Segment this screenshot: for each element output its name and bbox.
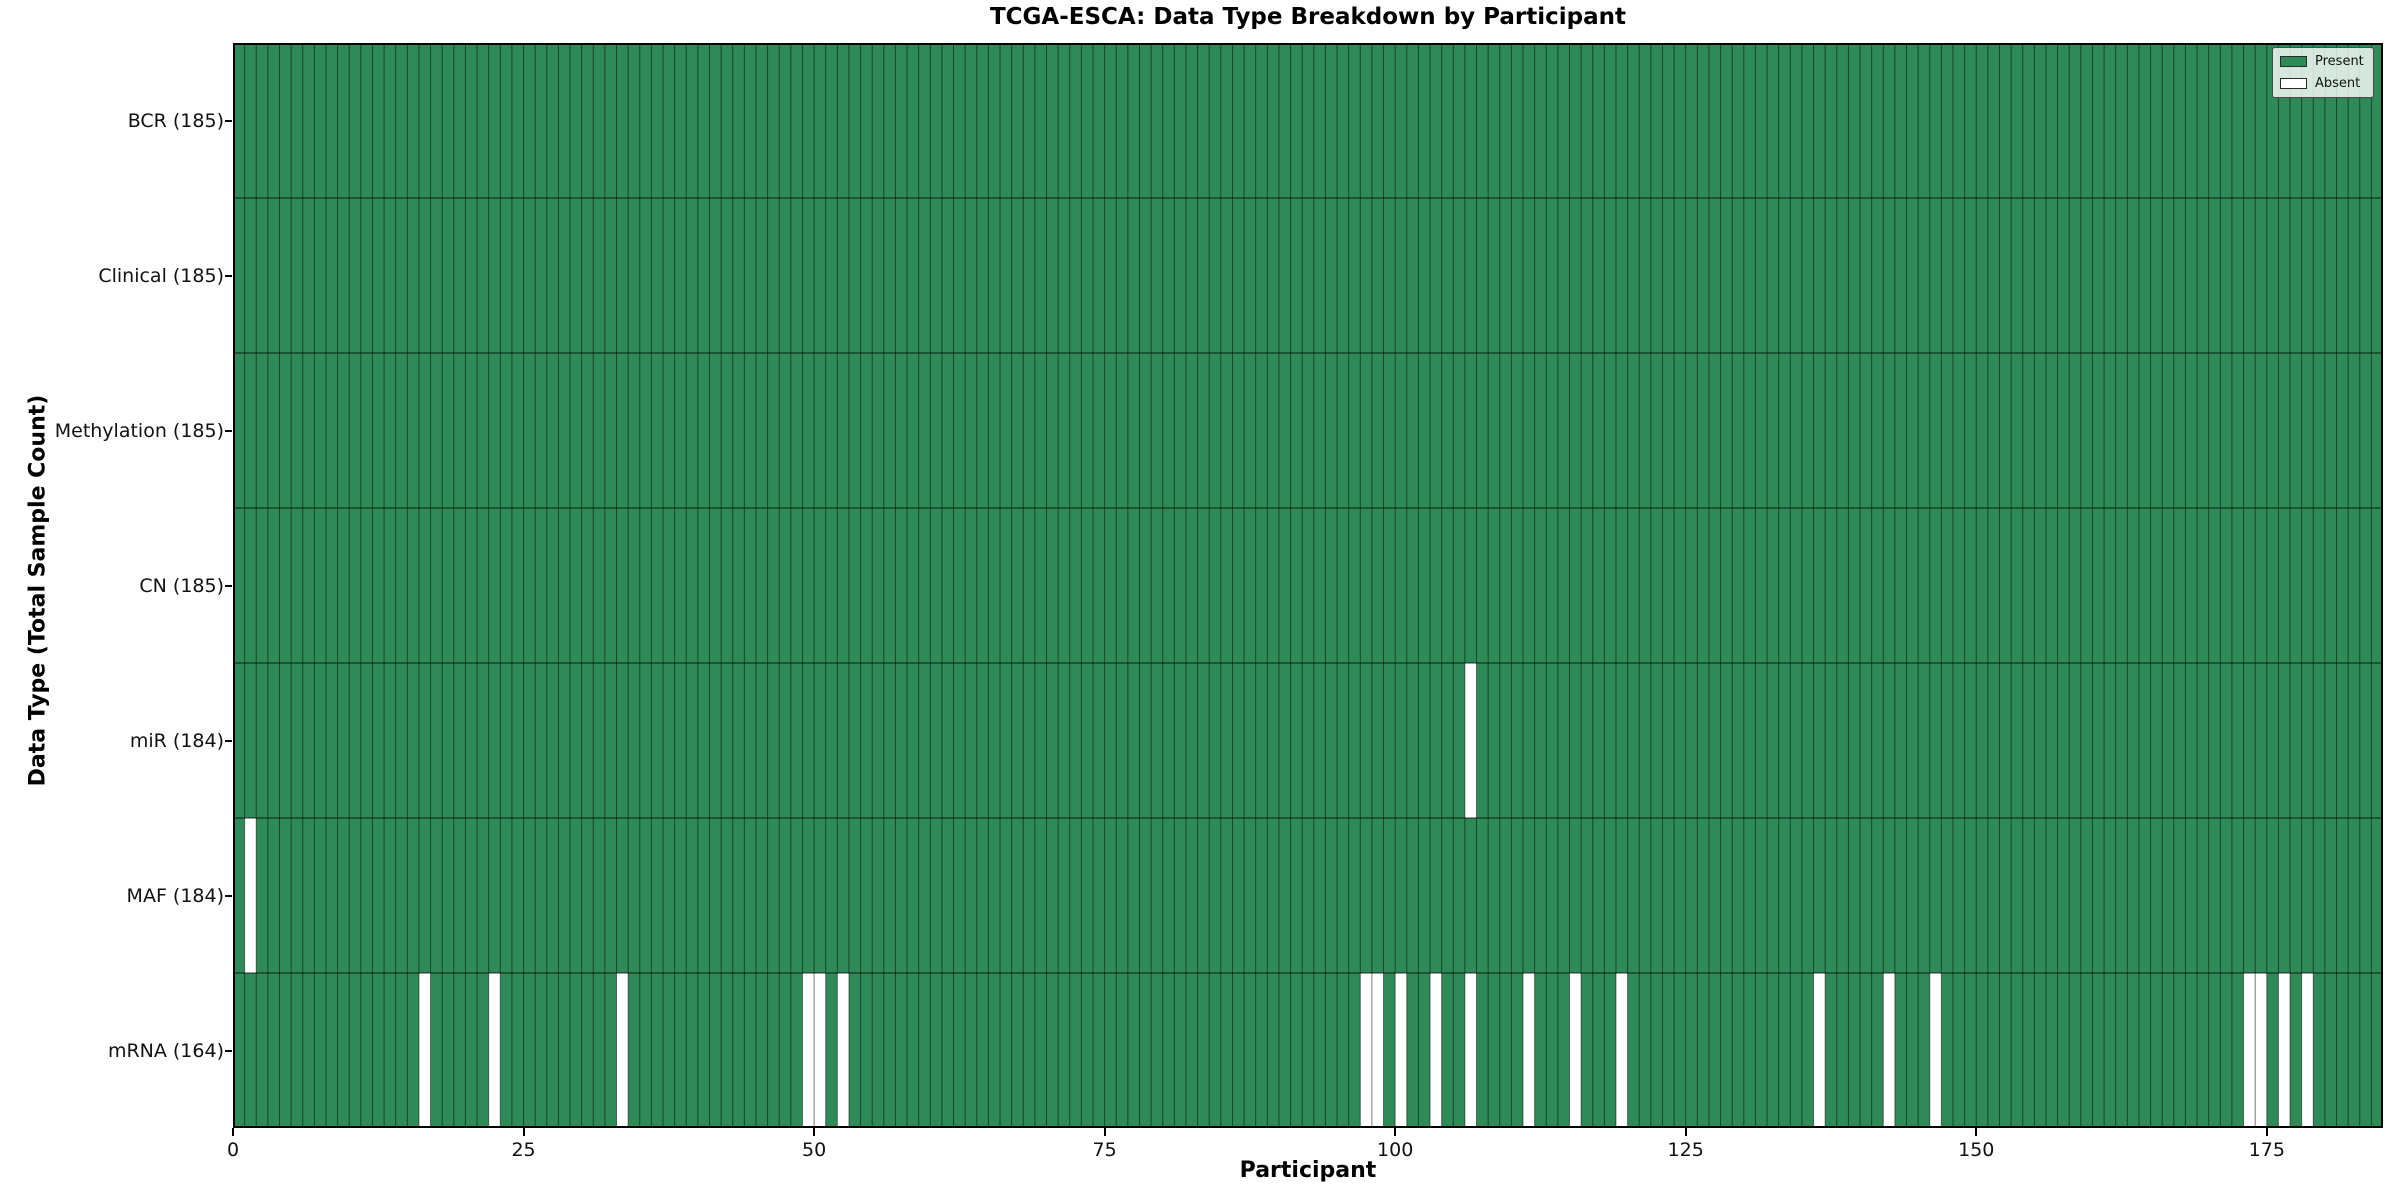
y-tick-mark: [225, 584, 232, 587]
x-tick-label: 100: [1377, 1139, 1414, 1161]
absent-cell: [488, 973, 501, 1128]
legend-entry-absent: Absent: [2280, 76, 2364, 92]
x-axis-label: Participant: [1239, 1158, 1377, 1183]
y-tick-label: Clinical (185): [98, 264, 224, 287]
y-tick-label: miR (184): [129, 729, 224, 752]
x-tick-mark: [522, 1128, 525, 1136]
y-tick-mark: [225, 274, 232, 277]
chart-title: TCGA-ESCA: Data Type Breakdown by Partic…: [989, 4, 1627, 30]
absent-cell: [616, 973, 629, 1128]
x-tick-mark: [1975, 1128, 1978, 1136]
y-tick-label: BCR (185): [127, 109, 224, 132]
absent-cell: [1430, 973, 1442, 1128]
absent-cell: [1929, 973, 1942, 1128]
absent-cell: [814, 973, 826, 1128]
legend: Present Absent: [2272, 47, 2374, 99]
y-tick-label: Methylation (185): [54, 419, 224, 442]
absent-cell: [1883, 973, 1895, 1128]
y-tick-label: mRNA (164): [107, 1039, 224, 1062]
x-tick-label: 50: [801, 1139, 827, 1161]
absent-cell: [2243, 973, 2256, 1128]
y-tick-mark: [225, 119, 232, 122]
absent-cell: [1813, 973, 1826, 1128]
heatmap-svg: [233, 43, 2383, 1128]
legend-entry-present: Present: [2280, 54, 2364, 70]
absent-cell: [2301, 973, 2314, 1128]
x-tick-label: 0: [226, 1139, 240, 1161]
absent-cell: [1360, 973, 1372, 1128]
x-tick-mark: [232, 1128, 234, 1136]
y-tick-mark: [225, 894, 232, 897]
absent-cell: [837, 973, 849, 1128]
absent-cell: [2255, 973, 2267, 1128]
absent-cell: [244, 818, 257, 973]
absent-cell: [1371, 973, 1384, 1128]
x-tick-label: 150: [1958, 1139, 1995, 1161]
absent-cell: [1464, 973, 1477, 1128]
absent-cell: [1395, 973, 1407, 1128]
y-tick-mark: [225, 1049, 232, 1052]
absent-cell: [1569, 973, 1582, 1128]
x-tick-mark: [1103, 1128, 1106, 1136]
absent-cell: [802, 973, 815, 1128]
absent-cell: [1523, 973, 1535, 1128]
y-tick-label: CN (185): [139, 574, 224, 597]
x-tick-mark: [813, 1128, 816, 1136]
present-area: [233, 43, 2383, 1128]
absent-cell: [2278, 973, 2291, 1128]
x-tick-label: 175: [2248, 1139, 2285, 1161]
x-tick-mark: [1394, 1128, 1397, 1136]
absent-cell: [1464, 663, 1477, 818]
x-tick-label: 75: [1092, 1139, 1117, 1161]
absent-cell: [418, 973, 431, 1128]
absent-cell: [1615, 973, 1628, 1128]
heatmap-plot: [233, 43, 2383, 1128]
x-tick-mark: [2265, 1128, 2268, 1136]
legend-swatch-present: [2280, 56, 2307, 68]
y-tick-mark: [225, 739, 232, 742]
legend-label-present: Present: [2315, 54, 2364, 69]
y-tick-mark: [225, 429, 232, 432]
y-axis-label: Data Type (Total Sample Count): [25, 394, 51, 787]
y-tick-label: MAF (184): [126, 884, 224, 907]
x-tick-label: 25: [511, 1139, 536, 1161]
x-tick-mark: [1684, 1128, 1687, 1136]
legend-swatch-absent: [2280, 77, 2307, 89]
x-tick-label: 125: [1667, 1139, 1704, 1161]
plot-border: [233, 43, 2383, 1128]
legend-label-absent: Absent: [2315, 75, 2361, 91]
